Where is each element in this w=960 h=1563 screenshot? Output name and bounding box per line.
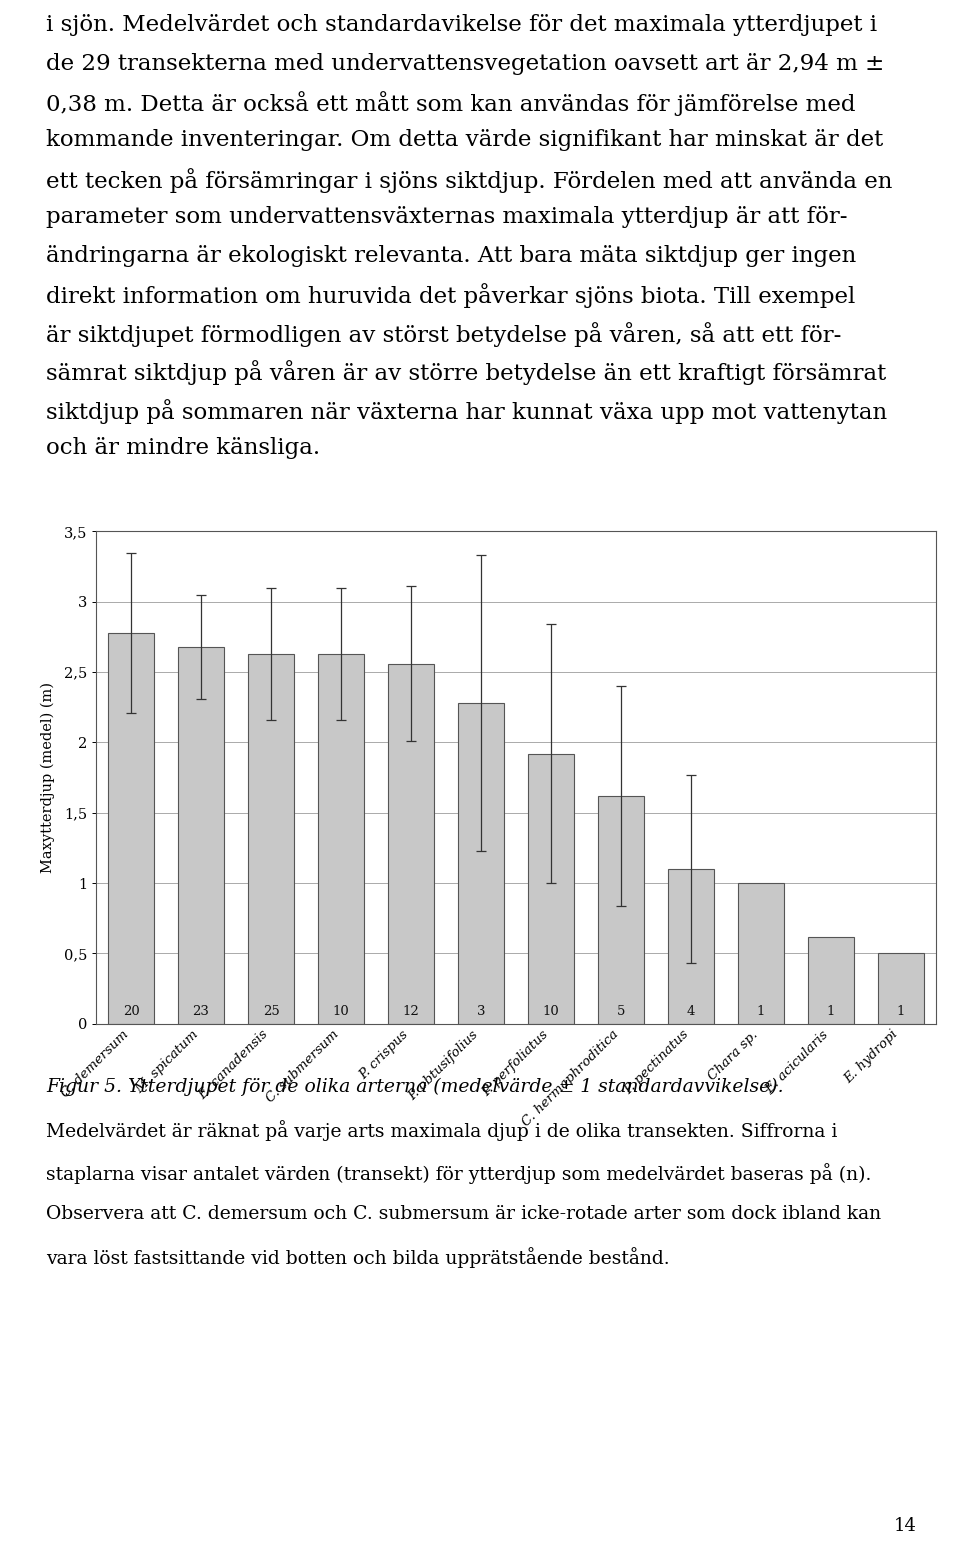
Text: i sjön. Medelvärdet och standardavikelse för det maximala ytterdjupet i: i sjön. Medelvärdet och standardavikelse… — [46, 14, 877, 36]
Text: och är mindre känsliga.: och är mindre känsliga. — [46, 438, 321, 460]
Bar — [319, 653, 364, 1024]
Text: är siktdjupet förmodligen av störst betydelse på våren, så att ett för-: är siktdjupet förmodligen av störst bety… — [46, 322, 842, 347]
Text: 1: 1 — [897, 1005, 905, 1018]
Text: kommande inventeringar. Om detta värde signifikant har minskat är det: kommande inventeringar. Om detta värde s… — [46, 130, 883, 152]
Text: 0,38 m. Detta är också ett mått som kan användas för jämförelse med: 0,38 m. Detta är också ett mått som kan … — [46, 91, 855, 116]
Bar — [668, 869, 713, 1024]
Text: staplarna visar antalet värden (transekt) för ytterdjup som medelvärdet baseras : staplarna visar antalet värden (transekt… — [46, 1163, 872, 1183]
Y-axis label: Maxytterdjup (medel) (m): Maxytterdjup (medel) (m) — [41, 681, 56, 874]
Text: 10: 10 — [332, 1005, 349, 1018]
Bar — [598, 796, 644, 1024]
Text: de 29 transekterna med undervattensvegetation oavsett art är 2,94 m ±: de 29 transekterna med undervattensveget… — [46, 53, 884, 75]
Bar — [108, 633, 154, 1024]
Text: vara löst fastsittande vid botten och bilda upprätstående bestånd.: vara löst fastsittande vid botten och bi… — [46, 1247, 670, 1269]
Bar — [458, 703, 504, 1024]
Text: 23: 23 — [193, 1005, 209, 1018]
Text: sämrat siktdjup på våren är av större betydelse än ett kraftigt försämrat: sämrat siktdjup på våren är av större be… — [46, 359, 886, 384]
Text: 14: 14 — [894, 1516, 917, 1535]
Text: 1: 1 — [756, 1005, 765, 1018]
Bar — [249, 653, 294, 1024]
Text: 25: 25 — [263, 1005, 279, 1018]
Text: 4: 4 — [686, 1005, 695, 1018]
Text: parameter som undervattensväxternas maximala ytterdjup är att för-: parameter som undervattensväxternas maxi… — [46, 206, 848, 228]
Text: Figur 5. Ytterdjupet för de olika arterna (medelvärde ± 1 standardavvikelse).: Figur 5. Ytterdjupet för de olika artern… — [46, 1078, 783, 1096]
Text: Medelvärdet är räknat på varje arts maximala djup i de olika transekten. Siffror: Medelvärdet är räknat på varje arts maxi… — [46, 1121, 837, 1141]
Bar — [179, 647, 224, 1024]
Text: 10: 10 — [542, 1005, 560, 1018]
Text: 20: 20 — [123, 1005, 139, 1018]
Text: Observera att C. demersum och C. submersum är icke-rotade arter som dock ibland : Observera att C. demersum och C. submers… — [46, 1205, 881, 1224]
Bar — [878, 953, 924, 1024]
Text: 12: 12 — [402, 1005, 420, 1018]
Bar — [738, 883, 783, 1024]
Text: siktdjup på sommaren när växterna har kunnat växa upp mot vattenytan: siktdjup på sommaren när växterna har ku… — [46, 399, 887, 424]
Text: 1: 1 — [827, 1005, 835, 1018]
Text: 3: 3 — [477, 1005, 485, 1018]
Text: ändringarna är ekologiskt relevanta. Att bara mäta siktdjup ger ingen: ändringarna är ekologiskt relevanta. Att… — [46, 245, 856, 267]
Bar — [528, 753, 574, 1024]
Text: ett tecken på försämringar i sjöns siktdjup. Fördelen med att använda en: ett tecken på försämringar i sjöns siktd… — [46, 167, 893, 192]
Text: 5: 5 — [617, 1005, 625, 1018]
Bar — [388, 664, 434, 1024]
Bar — [808, 936, 853, 1024]
Text: direkt information om huruvida det påverkar sjöns biota. Till exempel: direkt information om huruvida det påver… — [46, 283, 855, 308]
